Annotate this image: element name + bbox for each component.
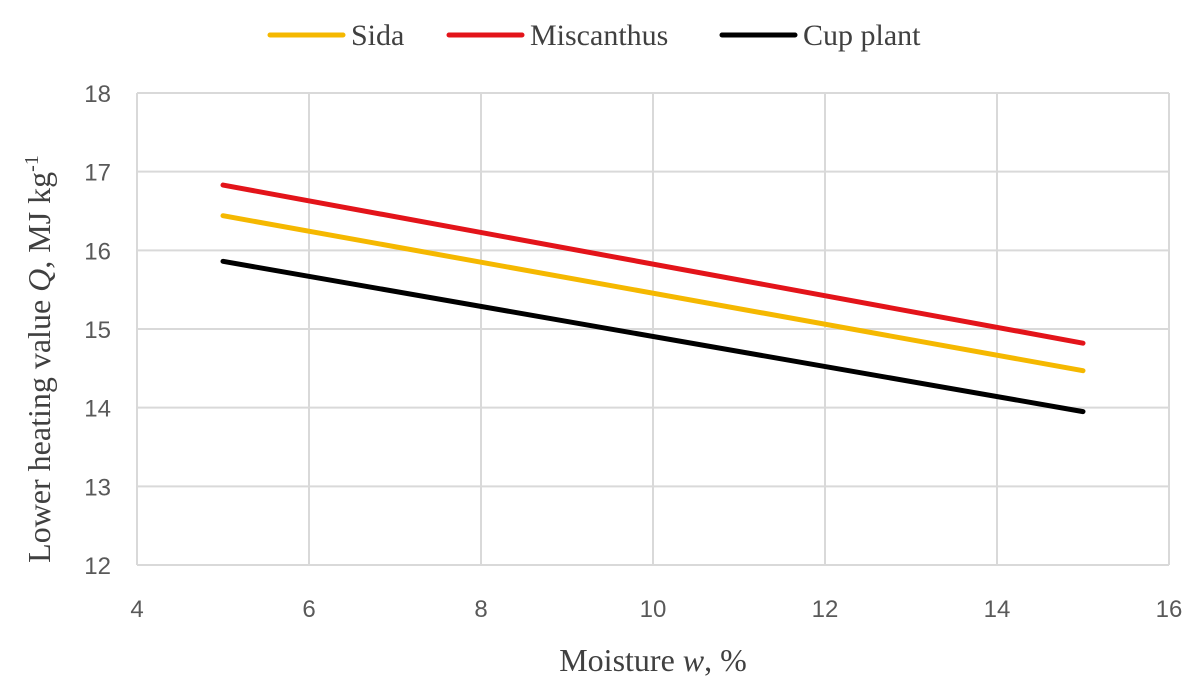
y-tick-label: 14: [84, 396, 111, 423]
y-tick-label: 17: [84, 160, 111, 187]
series-line-cup-plant: [220, 258, 1086, 415]
y-tick-label: 15: [84, 317, 111, 344]
x-axis-label: Moisture w, %: [559, 642, 747, 678]
y-tick-labels: 12 13 14 15 16 17 18: [84, 81, 111, 580]
x-tick-label: 8: [474, 596, 487, 623]
y-tick-label: 12: [84, 553, 111, 580]
legend: Sida Miscanthus Cup plant: [267, 19, 921, 52]
x-tick-label: 16: [1156, 596, 1183, 623]
series-line-miscanthus: [220, 182, 1086, 346]
x-tick-label: 10: [640, 596, 667, 623]
x-tick-label: 12: [812, 596, 839, 623]
y-tick-label: 16: [84, 238, 111, 265]
legend-label: Sida: [351, 19, 404, 52]
y-tick-label: 13: [84, 474, 111, 501]
x-tick-label: 6: [302, 596, 315, 623]
x-tick-label: 14: [984, 596, 1011, 623]
x-tick-labels: 4 6 8 10 12 14 16: [130, 596, 1182, 623]
legend-label: Miscanthus: [530, 19, 668, 52]
y-tick-label: 18: [84, 81, 111, 108]
series-line-sida: [220, 213, 1086, 374]
x-tick-label: 4: [130, 596, 143, 623]
y-axis-label: Lower heating value Q, MJ kg-1: [21, 155, 57, 563]
legend-label: Cup plant: [803, 19, 921, 52]
series-lines: [220, 182, 1086, 415]
